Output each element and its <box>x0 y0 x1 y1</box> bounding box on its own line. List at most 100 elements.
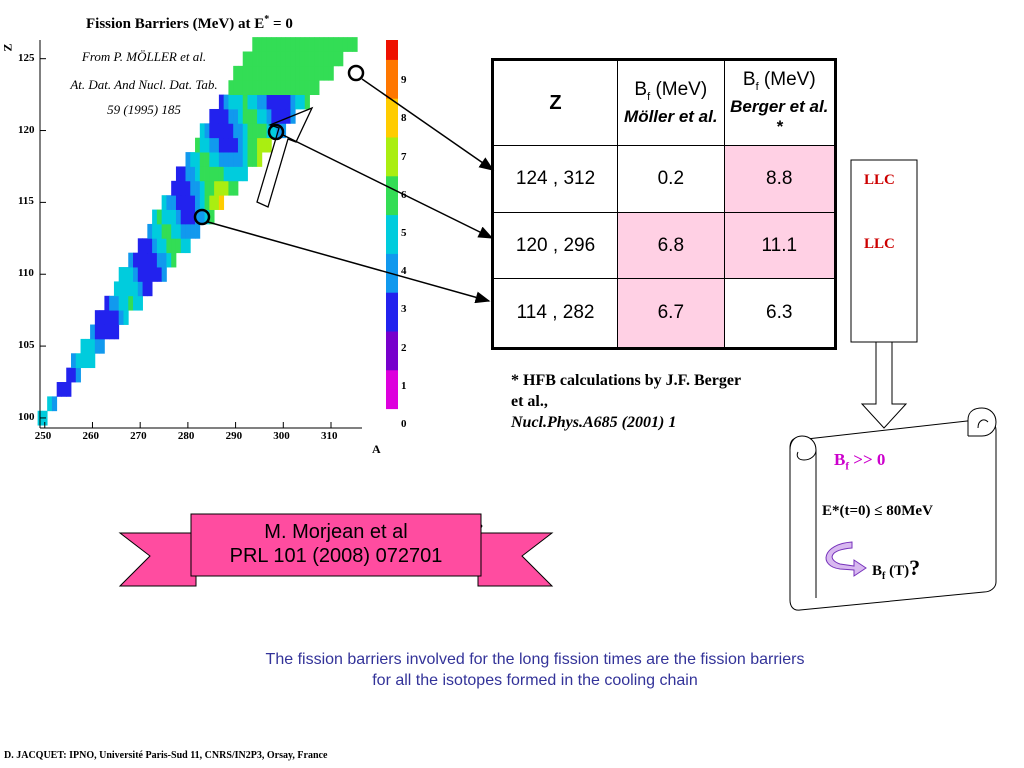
down-arrow <box>860 341 908 429</box>
heatmap-cell <box>228 137 234 153</box>
heatmap-cell <box>252 65 258 81</box>
colorbar-segment <box>386 301 398 313</box>
heatmap-cell <box>204 180 210 196</box>
table-header-berger: Bf (MeV) Berger et al. * <box>723 59 837 146</box>
nucleus-circle-124 <box>347 64 365 82</box>
heatmap-cell <box>280 65 287 81</box>
heatmap-cell <box>237 166 244 182</box>
x-tick-label: 290 <box>225 430 243 442</box>
heatmap-cell <box>109 295 115 311</box>
colorbar-segment <box>386 78 398 89</box>
y-tick-label: 105 <box>18 339 35 352</box>
connector-arrow-114 <box>207 221 491 304</box>
heatmap-cell <box>285 108 291 124</box>
heatmap-cell <box>218 94 225 110</box>
heatmap-cell <box>309 65 315 81</box>
heatmap-cell <box>161 223 167 239</box>
heatmap-cell <box>214 108 220 124</box>
heatmap-cell <box>295 94 301 110</box>
heatmap-cell <box>199 152 205 167</box>
axis-ticks <box>40 58 332 428</box>
heatmap-cell <box>185 180 191 196</box>
heatmap-cell <box>257 152 263 167</box>
heatmap-cell <box>276 80 282 96</box>
x-tick-label: 310 <box>320 430 338 442</box>
heatmap-cell <box>257 80 263 96</box>
heatmap-cell <box>257 37 263 52</box>
heatmap-cell <box>94 338 101 354</box>
colorbar-segment <box>386 263 398 274</box>
y-tick-label: 100 <box>18 410 35 423</box>
valley-direction-arrow <box>256 106 314 208</box>
cell-moller: 6.8 <box>617 211 725 280</box>
heatmap-cell <box>276 51 282 67</box>
heatmap-cell <box>252 152 258 167</box>
heatmap-cell <box>233 166 239 182</box>
heatmap-cell <box>290 80 296 96</box>
colorbar-tick-label: 7 <box>401 150 407 163</box>
heatmap-cell <box>242 65 248 81</box>
heatmap-cell <box>252 123 258 139</box>
heatmap-cell <box>261 108 267 124</box>
heatmap-cell <box>233 65 239 81</box>
heatmap-cell <box>295 37 301 52</box>
heatmap-cell <box>242 166 248 182</box>
heatmap-cell <box>199 123 205 139</box>
heatmap-cell <box>295 80 301 96</box>
heatmap-cell <box>233 137 239 153</box>
heatmap-cell <box>137 295 143 311</box>
heatmap-cell <box>204 195 210 210</box>
connector-arrow-124 <box>361 78 495 171</box>
heatmap-cell <box>85 353 91 369</box>
heatmap-cell <box>104 324 110 340</box>
heatmap-cell <box>156 252 163 268</box>
heatmap-cell <box>180 195 186 210</box>
heatmap-cell <box>199 180 205 196</box>
heatmap-cell <box>285 80 291 96</box>
heatmap-cell <box>257 108 263 124</box>
y-tick-label: 120 <box>18 123 35 136</box>
heatmap-cell <box>242 152 248 167</box>
heatmap-cell <box>161 209 167 225</box>
heatmap-cell <box>147 281 153 297</box>
heatmap-cell <box>233 108 239 124</box>
heatmap-cell <box>51 396 58 412</box>
colorbar-segment <box>386 185 398 196</box>
heatmap-cell <box>338 51 344 67</box>
table-header-z: Z <box>491 59 619 146</box>
heatmap-cell <box>218 152 225 167</box>
llc-label: LLC <box>864 236 895 252</box>
heatmap-cell <box>333 51 339 67</box>
heatmap-cell <box>247 152 253 167</box>
colorbar-segment <box>386 59 398 70</box>
heatmap-cell <box>195 195 201 210</box>
heatmap-cell <box>261 137 267 153</box>
heatmap-cell <box>304 37 310 52</box>
heatmap-cell <box>118 295 124 311</box>
colorbar-segment <box>386 137 398 148</box>
heatmap-cell <box>266 65 272 81</box>
heatmap-cell <box>257 123 263 139</box>
heatmap-cell <box>195 152 201 167</box>
heatmap-cell <box>175 195 182 210</box>
heatmap-cell <box>147 238 153 254</box>
heatmap-cell <box>123 295 129 311</box>
heatmap-cell <box>190 223 196 239</box>
heatmap-cell <box>113 295 120 311</box>
heatmap-cell <box>180 238 186 254</box>
heatmap-cell <box>171 238 177 254</box>
heatmap-cell <box>285 94 291 110</box>
heatmap-cell <box>261 65 267 81</box>
heatmap-cell <box>223 94 229 110</box>
heatmap-cell <box>276 65 282 81</box>
heatmap-cell <box>252 94 258 110</box>
heatmap-cell <box>175 180 182 196</box>
x-axis-label: A <box>372 442 381 456</box>
fission-barrier-table: Z Bf (MeV) Möller et al. Bf (MeV) Berger… <box>491 58 837 350</box>
colorbar-segment <box>386 389 398 400</box>
heatmap-cell <box>171 195 177 210</box>
heatmap-cell <box>128 252 134 268</box>
heatmap-cell <box>85 338 91 354</box>
heatmap-cell <box>214 152 220 167</box>
heatmap-cell <box>175 238 182 254</box>
